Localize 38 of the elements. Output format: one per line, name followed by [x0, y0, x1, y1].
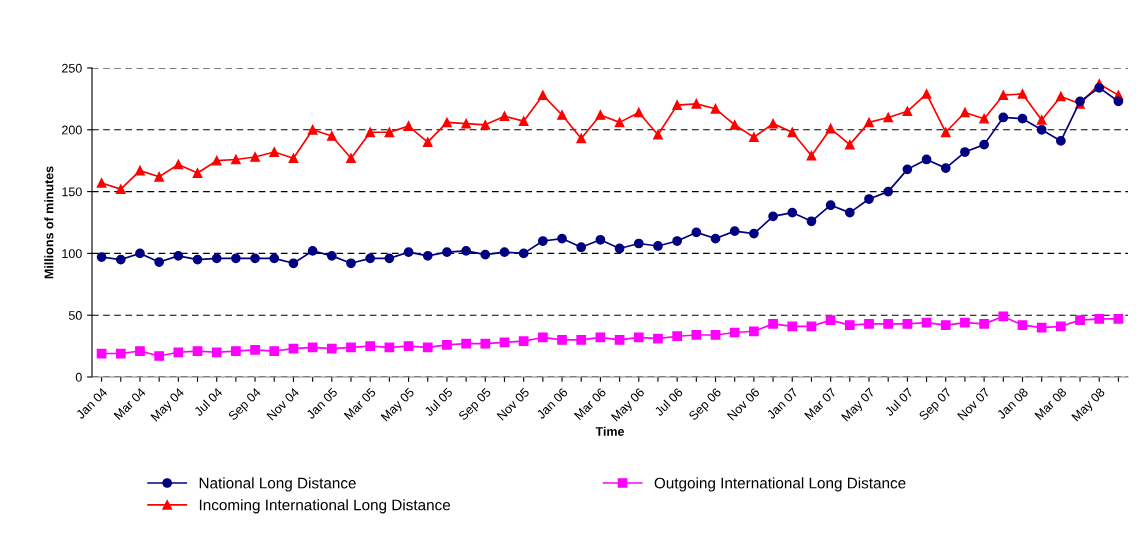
y-axis-title: Millions of minutes — [44, 166, 54, 279]
x-tick-label: Mar 08 — [1034, 387, 1067, 420]
y-tick-label: 0 — [75, 372, 82, 382]
y-tick-label: 150 — [62, 187, 82, 197]
y-tick-label: 50 — [68, 311, 82, 320]
x-tick-label: May 04 — [150, 387, 187, 424]
x-tick-label: Sep 05 — [457, 387, 494, 423]
y-tick-label: 100 — [62, 249, 82, 259]
x-tick-label: May 05 — [380, 387, 417, 424]
y-tick-label: 250 — [62, 63, 82, 73]
x-tick-label: Jan 08 — [996, 387, 1029, 420]
x-tick-label: Nov 06 — [726, 387, 760, 421]
x-tick-label: Sep 07 — [918, 387, 954, 423]
legend-label: National Long Distance — [199, 477, 356, 492]
legend-label: Incoming International Long Distance — [199, 499, 451, 514]
x-tick-label: May 08 — [1071, 387, 1108, 424]
x-axis-title: Time — [595, 426, 625, 436]
x-tick-label: Jan 07 — [766, 387, 799, 420]
x-tick-label: Jan 06 — [535, 387, 569, 420]
x-tick-label: Mar 04 — [113, 387, 147, 420]
x-tick-label: Sep 04 — [227, 387, 264, 423]
x-tick-label: Jul 04 — [193, 386, 223, 417]
x-tick-label: Nov 04 — [266, 387, 300, 421]
x-tick-label: Jan 04 — [75, 387, 108, 420]
x-tick-label: Jan 05 — [305, 387, 338, 420]
x-tick-label: Jul 06 — [653, 387, 684, 417]
x-tick-label: Jul 07 — [883, 387, 914, 417]
y-tick-label: 200 — [62, 125, 82, 135]
legend-label: Outgoing International Long Distance — [654, 477, 906, 492]
x-tick-label: Mar 07 — [804, 387, 837, 420]
x-tick-label: Mar 06 — [573, 387, 607, 420]
x-tick-label: Sep 06 — [688, 387, 724, 423]
x-tick-label: Mar 05 — [343, 387, 377, 420]
x-tick-label: May 06 — [610, 387, 647, 424]
x-tick-label: Jul 05 — [423, 387, 454, 417]
x-tick-label: May 07 — [840, 387, 877, 424]
x-tick-label: Nov 05 — [496, 387, 530, 421]
x-tick-label: Nov 07 — [957, 387, 991, 421]
